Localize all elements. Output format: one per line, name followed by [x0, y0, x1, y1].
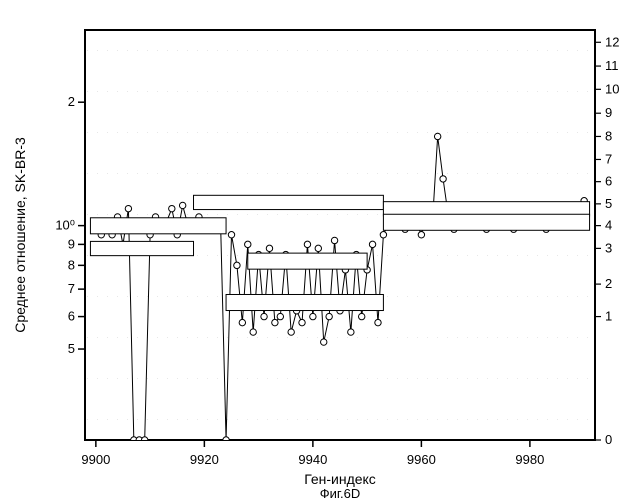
y-left-tick-label: 8 — [68, 257, 75, 272]
series-line — [96, 136, 584, 440]
data-point — [418, 232, 424, 238]
x-tick-label: 9960 — [407, 452, 436, 467]
y-right-tick-label: 12 — [605, 34, 619, 49]
data-point — [272, 319, 278, 325]
series-markers — [93, 133, 588, 443]
data-point — [380, 232, 386, 238]
chart-container: 9900 9920 9940 9960 9980 Ген-индекс 5 6 7 8 9 10⁰ 2 С… — [0, 0, 628, 500]
x-tick-label: 9980 — [515, 452, 544, 467]
data-point — [304, 241, 310, 247]
data-point — [326, 313, 332, 319]
data-point — [369, 241, 375, 247]
y-left-tick-label: 6 — [68, 309, 75, 324]
y-right-tick-label: 10 — [605, 81, 619, 96]
data-point — [299, 319, 305, 325]
data-point — [179, 202, 185, 208]
data-point — [348, 329, 354, 335]
data-point — [310, 313, 316, 319]
data-point — [223, 437, 229, 443]
data-point — [169, 205, 175, 211]
y-right-tick-label: 5 — [605, 196, 612, 211]
y-right-tick-label: 1 — [605, 309, 612, 324]
figure-caption: Фиг.6D — [320, 486, 361, 500]
y-right-tick-label: 4 — [605, 218, 612, 233]
data-point — [359, 313, 365, 319]
data-point — [228, 232, 234, 238]
y-right-tick-label: 2 — [605, 276, 612, 291]
y-left-tick-label: 5 — [68, 341, 75, 356]
data-point — [141, 437, 147, 443]
data-point — [266, 245, 272, 251]
data-point — [434, 133, 440, 139]
y-right-tick-label: 0 — [605, 432, 612, 447]
data-point — [234, 262, 240, 268]
data-point — [315, 245, 321, 251]
y-axis-label: Среднее отношение, SK-BR-3 — [12, 137, 28, 333]
data-point — [261, 313, 267, 319]
chart-svg: 9900 9920 9940 9960 9980 Ген-индекс 5 6 7 8 9 10⁰ 2 С… — [0, 0, 628, 500]
band-bars-left — [90, 218, 226, 234]
x-tick-label: 9940 — [298, 452, 327, 467]
y-left-tick-label: 7 — [68, 281, 75, 296]
y-right-tick-label: 9 — [605, 105, 612, 120]
x-axis-label: Ген-индекс — [304, 471, 376, 487]
x-tick-label: 9920 — [190, 452, 219, 467]
data-point — [321, 339, 327, 345]
band-triangles-left — [90, 241, 193, 255]
data-point — [440, 176, 446, 182]
plot-border — [85, 30, 595, 440]
data-point — [250, 329, 256, 335]
data-point — [375, 319, 381, 325]
data-point — [245, 241, 251, 247]
data-point — [288, 329, 294, 335]
data-point — [239, 319, 245, 325]
data-point — [331, 237, 337, 243]
y-right-tick-label: 6 — [605, 174, 612, 189]
y-right-tick-label: 11 — [605, 58, 619, 73]
band-triangles-mid — [194, 195, 384, 209]
y-right-tick-label: 7 — [605, 151, 612, 166]
y-left-tick-label: 2 — [68, 94, 75, 109]
y-right-tick-label: 3 — [605, 240, 612, 255]
x-tick-label: 9900 — [81, 452, 110, 467]
y-left-tick-label: 9 — [68, 236, 75, 251]
y-right-tick-label: 8 — [605, 128, 612, 143]
band-bars-right — [383, 214, 589, 230]
y-left-tick-label: 10⁰ — [55, 218, 75, 233]
band-hatch-mid — [248, 253, 367, 269]
data-point — [125, 205, 131, 211]
band-bars-mid — [226, 294, 383, 310]
data-point — [277, 313, 283, 319]
